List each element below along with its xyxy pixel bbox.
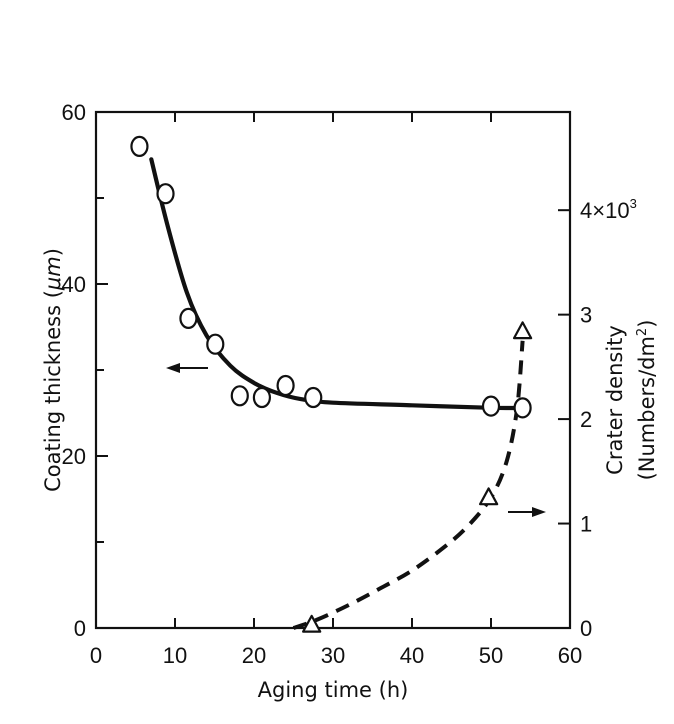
y-right-axis-title-line1: Crater density <box>603 325 627 475</box>
thickness-point <box>206 333 225 355</box>
thickness-point <box>304 386 323 409</box>
y-left-axis-tick-labels: 0 20 40 60 <box>62 100 86 641</box>
y-left-tick-label: 60 <box>62 100 86 125</box>
y-right-top-tick-label: 4×103 <box>580 196 637 223</box>
crater-density-markers <box>302 321 533 633</box>
x-tick-label: 20 <box>242 643 266 668</box>
thickness-point <box>230 385 249 407</box>
x-tick-label: 50 <box>479 643 503 668</box>
y-right-tick-label: 1 <box>580 512 592 537</box>
y-right-tick-label: 0 <box>580 616 592 641</box>
y-right-axis-ticks <box>558 209 570 629</box>
x-axis-title: Aging time (h) <box>258 678 409 702</box>
x-tick-label: 10 <box>163 643 187 668</box>
thickness-point <box>179 307 198 329</box>
crater-density-point <box>478 487 499 506</box>
y-left-tick-label: 20 <box>62 444 86 469</box>
left-axis-arrow <box>166 363 208 373</box>
thickness-point <box>252 386 271 409</box>
y-right-axis-title-line2: (Numbers/dm2) <box>635 320 659 481</box>
thickness-point <box>156 183 175 205</box>
right-axis-arrow <box>508 507 546 517</box>
crater-density-point <box>512 321 533 340</box>
thickness-markers <box>130 135 532 419</box>
y-left-tick-label: 40 <box>62 272 86 297</box>
x-tick-label: 30 <box>321 643 345 668</box>
y-left-tick-label: 0 <box>74 616 86 641</box>
thickness-point <box>130 135 149 157</box>
x-tick-label: 0 <box>90 643 102 668</box>
crater-density-point <box>302 614 322 633</box>
crater-density-curve <box>292 340 525 630</box>
x-axis-tick-labels: 0 10 20 30 40 50 60 <box>90 643 582 668</box>
x-tick-label: 40 <box>400 643 424 668</box>
y-left-axis-title: Coating thickness (μm) <box>41 248 65 492</box>
y-left-axis-ticks <box>96 111 108 629</box>
y-right-tick-label: 2 <box>580 407 592 432</box>
thickness-point <box>513 397 532 419</box>
x-axis-ticks <box>95 112 571 628</box>
thickness-point <box>276 374 295 397</box>
thickness-curve <box>149 157 525 411</box>
y-right-axis-tick-labels: 0 1 2 3 <box>580 303 592 641</box>
x-tick-label: 60 <box>558 643 582 668</box>
thickness-point <box>481 395 501 417</box>
y-right-tick-label: 3 <box>580 303 592 328</box>
